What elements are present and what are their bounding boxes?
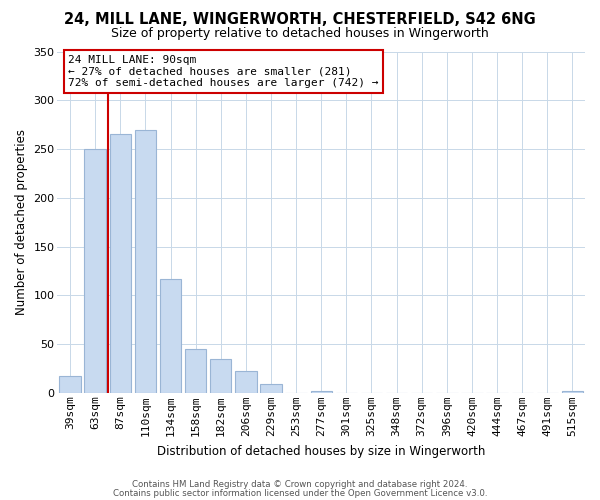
Bar <box>311 391 332 393</box>
Text: Contains public sector information licensed under the Open Government Licence v3: Contains public sector information licen… <box>113 488 487 498</box>
Text: 24 MILL LANE: 90sqm
← 27% of detached houses are smaller (281)
72% of semi-detac: 24 MILL LANE: 90sqm ← 27% of detached ho… <box>68 55 379 88</box>
Bar <box>59 376 80 393</box>
Bar <box>160 279 181 393</box>
Bar <box>260 384 281 393</box>
Bar <box>135 130 156 393</box>
Bar <box>235 372 257 393</box>
Text: Size of property relative to detached houses in Wingerworth: Size of property relative to detached ho… <box>111 28 489 40</box>
Y-axis label: Number of detached properties: Number of detached properties <box>15 129 28 315</box>
Bar <box>210 359 232 393</box>
Text: 24, MILL LANE, WINGERWORTH, CHESTERFIELD, S42 6NG: 24, MILL LANE, WINGERWORTH, CHESTERFIELD… <box>64 12 536 28</box>
Bar <box>85 149 106 393</box>
X-axis label: Distribution of detached houses by size in Wingerworth: Distribution of detached houses by size … <box>157 444 485 458</box>
Bar <box>562 391 583 393</box>
Text: Contains HM Land Registry data © Crown copyright and database right 2024.: Contains HM Land Registry data © Crown c… <box>132 480 468 489</box>
Bar <box>110 134 131 393</box>
Bar <box>185 349 206 393</box>
